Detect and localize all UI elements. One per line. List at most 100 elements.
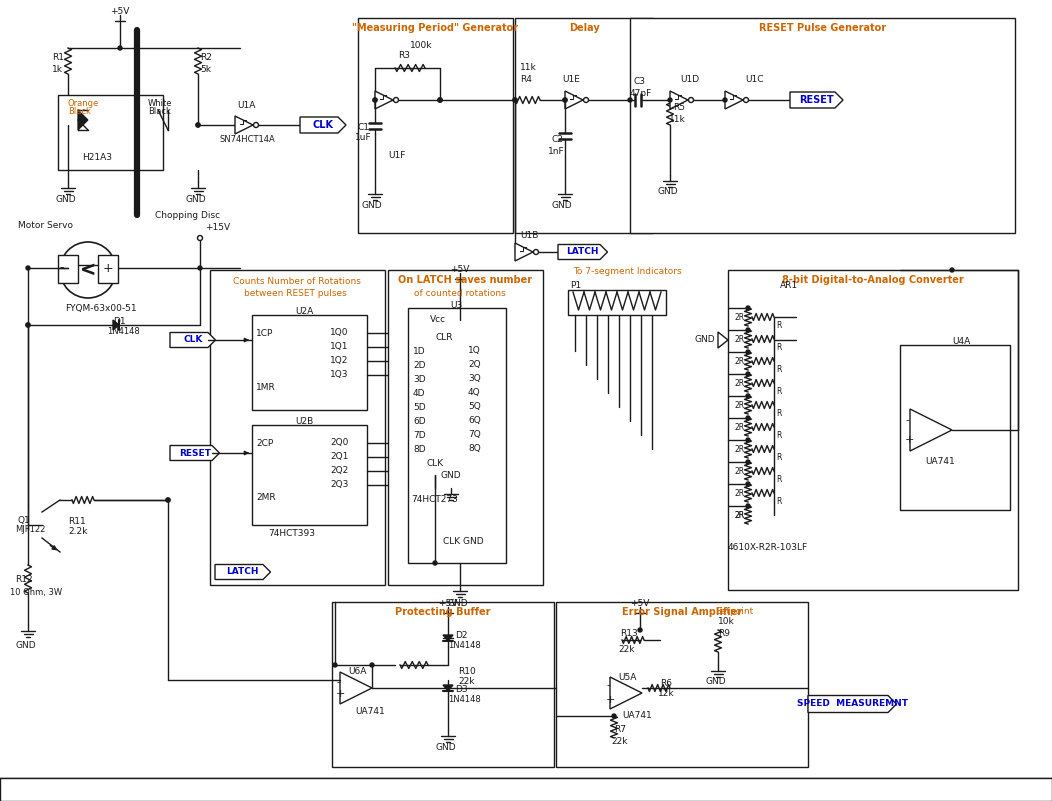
Text: GND: GND bbox=[658, 187, 677, 196]
Circle shape bbox=[26, 323, 31, 327]
Text: R12: R12 bbox=[15, 575, 33, 585]
Text: H21A3: H21A3 bbox=[82, 154, 112, 163]
Circle shape bbox=[118, 46, 122, 50]
Text: R: R bbox=[776, 476, 782, 485]
Polygon shape bbox=[725, 91, 743, 109]
Text: R7: R7 bbox=[614, 726, 626, 735]
Text: MJF122: MJF122 bbox=[15, 525, 45, 534]
Text: C3: C3 bbox=[634, 78, 646, 87]
Text: Protecting Buffer: Protecting Buffer bbox=[396, 607, 490, 617]
Circle shape bbox=[612, 714, 616, 718]
Text: R: R bbox=[776, 409, 782, 418]
Text: To 7-segment Indicators: To 7-segment Indicators bbox=[573, 268, 682, 276]
Circle shape bbox=[198, 266, 202, 270]
Text: 12k: 12k bbox=[658, 689, 674, 698]
Polygon shape bbox=[808, 695, 896, 713]
Text: 2R: 2R bbox=[735, 356, 745, 365]
Polygon shape bbox=[558, 244, 607, 260]
Text: 6Q: 6Q bbox=[468, 417, 481, 425]
Circle shape bbox=[744, 98, 749, 103]
Text: Black: Black bbox=[148, 107, 170, 115]
Text: UA741: UA741 bbox=[925, 457, 955, 466]
Circle shape bbox=[746, 482, 750, 486]
Circle shape bbox=[638, 628, 642, 632]
Text: CLR: CLR bbox=[436, 332, 453, 341]
Circle shape bbox=[393, 98, 399, 103]
Text: R11: R11 bbox=[68, 517, 86, 526]
Text: U1B: U1B bbox=[520, 231, 539, 239]
Text: Vcc: Vcc bbox=[430, 316, 446, 324]
Text: RESET: RESET bbox=[179, 449, 210, 457]
Text: 1CP: 1CP bbox=[256, 328, 274, 337]
Circle shape bbox=[746, 328, 750, 332]
Circle shape bbox=[198, 235, 202, 240]
Polygon shape bbox=[565, 91, 583, 109]
Text: 2R: 2R bbox=[735, 422, 745, 432]
Text: 2CP: 2CP bbox=[256, 438, 274, 448]
Text: 4Q: 4Q bbox=[468, 388, 481, 397]
Text: <: < bbox=[80, 260, 96, 280]
Text: U1C: U1C bbox=[745, 75, 764, 84]
Text: U6A: U6A bbox=[348, 667, 366, 677]
Text: 8Q: 8Q bbox=[468, 445, 481, 453]
Text: 1N4148: 1N4148 bbox=[107, 328, 140, 336]
Text: +15V: +15V bbox=[205, 223, 230, 232]
Text: Chopping Disc: Chopping Disc bbox=[155, 211, 220, 219]
Text: 7Q: 7Q bbox=[468, 430, 481, 440]
Text: +5V: +5V bbox=[110, 6, 129, 15]
Circle shape bbox=[438, 98, 442, 102]
Text: 3D: 3D bbox=[413, 375, 426, 384]
Text: U3: U3 bbox=[450, 300, 462, 309]
Bar bbox=[388, 270, 543, 585]
Text: 2Q1: 2Q1 bbox=[330, 453, 348, 461]
Text: 4610X-R2R-103LF: 4610X-R2R-103LF bbox=[728, 544, 808, 553]
Text: -: - bbox=[60, 261, 64, 275]
Text: 1MR: 1MR bbox=[256, 384, 276, 392]
Text: R6: R6 bbox=[660, 678, 672, 687]
Text: between RESET pulses: between RESET pulses bbox=[244, 288, 346, 297]
Text: -: - bbox=[905, 415, 909, 425]
Text: 1uF: 1uF bbox=[355, 134, 371, 143]
Text: GND: GND bbox=[447, 598, 468, 607]
Text: 6D: 6D bbox=[413, 417, 426, 425]
Text: GND: GND bbox=[441, 470, 462, 480]
Polygon shape bbox=[170, 332, 216, 348]
Bar bbox=[568, 290, 666, 315]
Text: D2: D2 bbox=[456, 630, 467, 639]
Circle shape bbox=[513, 98, 517, 102]
Polygon shape bbox=[340, 672, 372, 704]
Text: +5V: +5V bbox=[439, 598, 458, 607]
Text: 5k: 5k bbox=[200, 65, 211, 74]
Polygon shape bbox=[113, 320, 119, 330]
Text: 2MR: 2MR bbox=[256, 493, 276, 501]
Polygon shape bbox=[300, 117, 346, 133]
Polygon shape bbox=[215, 565, 270, 579]
Text: Counts Number of Rotations: Counts Number of Rotations bbox=[234, 277, 361, 287]
Polygon shape bbox=[670, 91, 688, 109]
Text: 10 Ohm, 3W: 10 Ohm, 3W bbox=[11, 587, 62, 597]
Polygon shape bbox=[910, 409, 952, 451]
Bar bbox=[630, 18, 1015, 233]
Text: +: + bbox=[905, 435, 914, 445]
Bar bbox=[901, 345, 1010, 510]
Text: R3: R3 bbox=[398, 50, 410, 59]
Text: "Measuring Period" Generator: "Measuring Period" Generator bbox=[352, 23, 519, 33]
Text: GND: GND bbox=[362, 200, 383, 210]
Text: 2R: 2R bbox=[735, 400, 745, 409]
Text: Q1: Q1 bbox=[18, 516, 31, 525]
Text: U2A: U2A bbox=[295, 308, 313, 316]
Text: 1nF: 1nF bbox=[548, 147, 565, 156]
Circle shape bbox=[746, 438, 750, 442]
Polygon shape bbox=[443, 685, 453, 691]
Text: Orange: Orange bbox=[68, 99, 99, 107]
Text: On LATCH saves number: On LATCH saves number bbox=[399, 275, 532, 285]
Bar bbox=[58, 95, 163, 170]
Text: D1: D1 bbox=[113, 317, 125, 327]
Text: CLK: CLK bbox=[426, 458, 444, 468]
Text: U1F: U1F bbox=[388, 151, 405, 159]
Bar bbox=[332, 602, 554, 767]
Text: 22k: 22k bbox=[618, 646, 634, 654]
Text: 2R: 2R bbox=[735, 466, 745, 476]
Circle shape bbox=[746, 460, 750, 464]
Circle shape bbox=[723, 98, 727, 102]
